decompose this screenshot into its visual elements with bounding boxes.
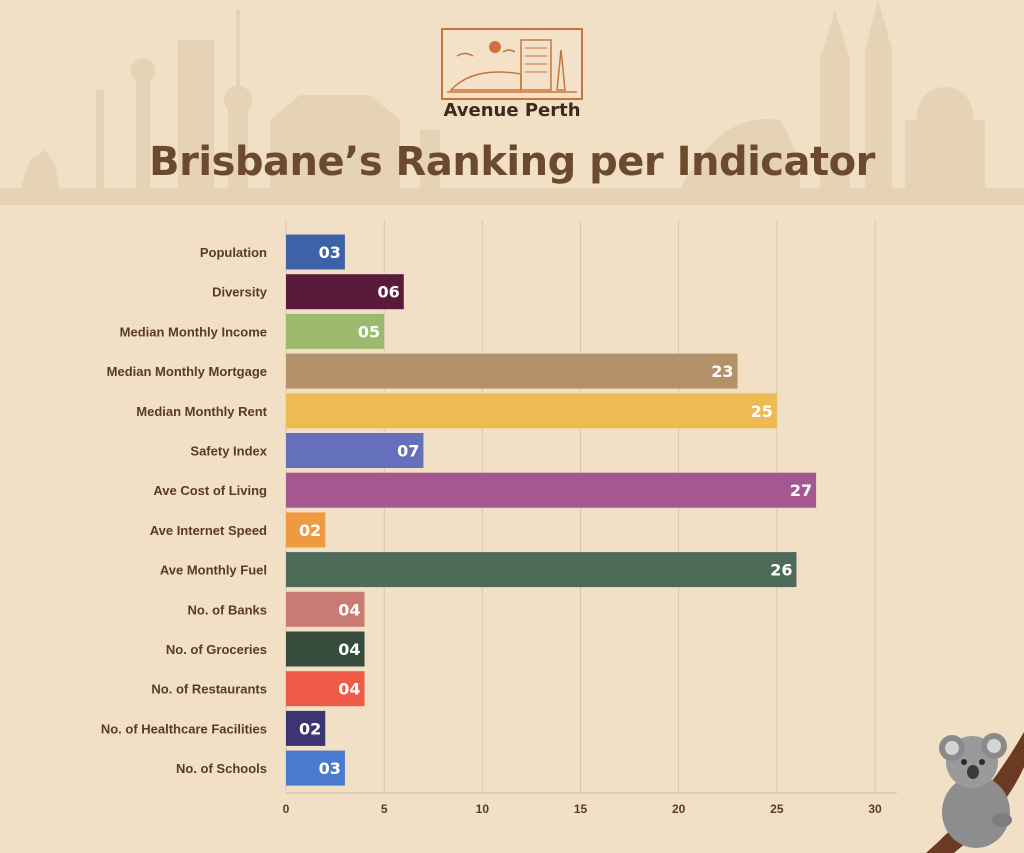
bar — [286, 274, 404, 310]
koala-illustration-icon — [926, 732, 1024, 853]
bar — [286, 591, 365, 627]
bar-value-label: 02 — [299, 719, 321, 738]
bar — [286, 631, 365, 667]
bar — [286, 234, 345, 270]
bar — [286, 313, 385, 349]
x-tick-label: 5 — [381, 802, 388, 816]
bar-value-label: 02 — [299, 521, 321, 540]
brand-logo: Avenue Perth — [441, 28, 583, 124]
category-label: Median Monthly Income — [120, 324, 267, 339]
category-label: Safety Index — [190, 444, 267, 459]
bar — [286, 472, 817, 508]
bar-value-label: 23 — [711, 362, 733, 381]
bar-value-label: 04 — [338, 640, 360, 659]
bar — [286, 750, 345, 786]
chart-title: Brisbane’s Ranking per Indicator — [149, 139, 875, 185]
category-label: Median Monthly Rent — [136, 404, 267, 419]
bar-value-label: 07 — [397, 442, 419, 461]
bar-value-label: 06 — [378, 283, 400, 302]
category-label: No. of Restaurants — [151, 682, 267, 697]
x-tick-label: 30 — [868, 802, 882, 816]
bar — [286, 710, 326, 746]
bar-value-label: 04 — [338, 680, 360, 699]
brand-name: Avenue Perth — [443, 100, 581, 121]
bar — [286, 671, 365, 707]
bar-value-label: 05 — [358, 322, 380, 341]
category-label: Ave Monthly Fuel — [160, 563, 267, 578]
x-tick-label: 25 — [770, 802, 784, 816]
city-skyline-background — [0, 0, 1024, 205]
bar-value-label: 04 — [338, 600, 360, 619]
logo-illustration — [441, 28, 583, 100]
x-tick-label: 10 — [476, 802, 490, 816]
x-tick-label: 20 — [672, 802, 686, 816]
x-tick-label: 0 — [283, 802, 290, 816]
x-tick-label: 15 — [574, 802, 588, 816]
bar-value-label: 26 — [770, 561, 792, 580]
category-label: Ave Cost of Living — [153, 483, 267, 498]
bar — [286, 353, 738, 389]
bar — [286, 512, 326, 548]
bar-value-label: 03 — [319, 759, 341, 778]
category-label: Ave Internet Speed — [150, 523, 267, 538]
category-label: No. of Banks — [188, 602, 267, 617]
city-illustration-icon — [447, 39, 577, 93]
category-label: No. of Schools — [176, 761, 267, 776]
category-label: No. of Groceries — [166, 642, 267, 657]
bar — [286, 552, 797, 588]
bar-value-label: 27 — [790, 481, 812, 500]
bar — [286, 433, 424, 468]
category-label: Median Monthly Mortgage — [107, 364, 267, 379]
bar-value-label: 25 — [751, 402, 773, 421]
category-label: No. of Healthcare Facilities — [101, 721, 267, 736]
category-label: Diversity — [212, 285, 268, 300]
category-label: Population — [200, 245, 267, 260]
bar-value-label: 03 — [319, 243, 341, 262]
bar — [286, 393, 777, 429]
